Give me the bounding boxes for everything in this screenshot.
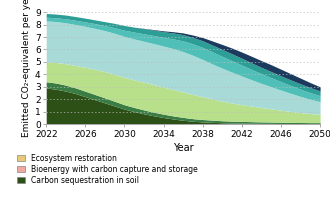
X-axis label: Year: Year (173, 143, 193, 153)
Y-axis label: Emitted CO₂-equivalent per yea: Emitted CO₂-equivalent per yea (22, 0, 31, 137)
Legend: Ecosystem restoration, Bioenergy with carbon capture and storage, Carbon sequest: Ecosystem restoration, Bioenergy with ca… (17, 154, 198, 185)
